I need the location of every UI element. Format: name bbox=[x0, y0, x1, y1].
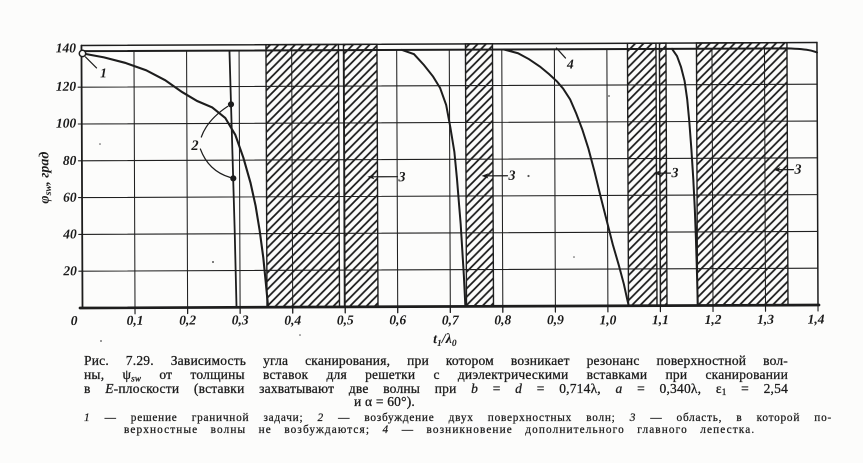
svg-text:0,7: 0,7 bbox=[442, 312, 460, 327]
svg-text:0,9: 0,9 bbox=[547, 312, 564, 327]
svg-text:0,6: 0,6 bbox=[389, 312, 406, 327]
svg-text:40: 40 bbox=[62, 226, 77, 241]
svg-text:100: 100 bbox=[56, 115, 77, 130]
svg-text:1,3: 1,3 bbox=[757, 312, 774, 327]
svg-text:3: 3 bbox=[793, 163, 801, 178]
svg-text:0,8: 0,8 bbox=[494, 312, 511, 327]
svg-text:140: 140 bbox=[56, 40, 77, 55]
svg-text:20: 20 bbox=[62, 263, 77, 278]
svg-text:1,2: 1,2 bbox=[705, 312, 722, 327]
svg-text:60: 60 bbox=[63, 190, 77, 205]
svg-text:4: 4 bbox=[566, 57, 574, 72]
svg-text:3: 3 bbox=[507, 169, 515, 184]
svg-text:t1/λ0: t1/λ0 bbox=[433, 332, 457, 349]
svg-text:1,0: 1,0 bbox=[599, 312, 616, 327]
svg-text:1,4: 1,4 bbox=[808, 311, 825, 326]
svg-text:2: 2 bbox=[190, 138, 198, 154]
svg-text:0,2: 0,2 bbox=[179, 313, 196, 328]
svg-text:1: 1 bbox=[100, 65, 107, 80]
svg-text:3: 3 bbox=[397, 170, 405, 185]
svg-text:φsw, град: φsw, град bbox=[37, 152, 54, 204]
svg-text:3: 3 bbox=[670, 166, 678, 181]
svg-text:0,3: 0,3 bbox=[232, 312, 249, 327]
svg-text:0: 0 bbox=[71, 313, 78, 328]
svg-text:80: 80 bbox=[63, 153, 77, 168]
svg-text:0,1: 0,1 bbox=[127, 313, 144, 328]
svg-text:120: 120 bbox=[56, 79, 77, 94]
svg-text:0,5: 0,5 bbox=[337, 312, 354, 327]
svg-text:0,4: 0,4 bbox=[284, 313, 301, 328]
svg-text:1,1: 1,1 bbox=[652, 312, 669, 327]
